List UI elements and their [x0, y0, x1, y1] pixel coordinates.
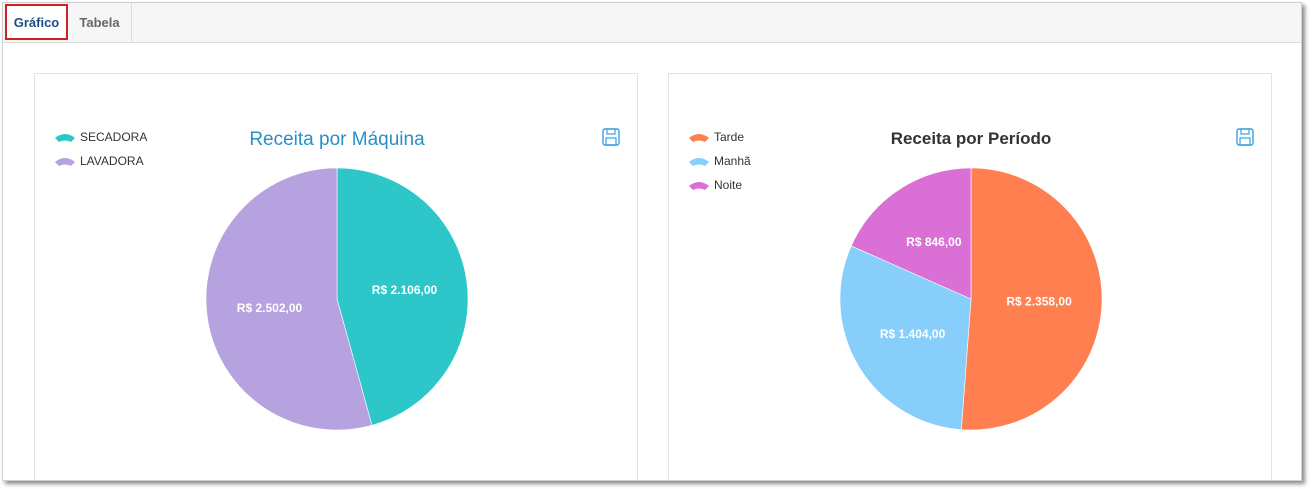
legend-item-lavadora[interactable]: LAVADORA	[55, 154, 144, 168]
save-image-icon[interactable]	[1236, 128, 1254, 146]
legend-item-noite[interactable]: Noite	[689, 178, 742, 192]
chart-title: Receita por Máquina	[249, 129, 425, 150]
tab-tabela[interactable]: Tabela	[68, 3, 132, 42]
legend-item-secadora[interactable]: SECADORA	[55, 130, 147, 144]
slice-label-tarde: R$ 2.358,00	[1006, 295, 1072, 309]
legend-swatch-icon	[55, 134, 75, 142]
legend-label: Tarde	[714, 130, 744, 144]
legend-swatch-icon	[689, 182, 709, 190]
slice-label-noite: R$ 846,00	[906, 235, 962, 249]
tab-grafico[interactable]: Gráfico	[5, 4, 68, 40]
legend-item-manha[interactable]: Manhã	[689, 154, 751, 168]
pie-chart-periodo: Receita por Período Tarde Manhã Noite R$ 2.3…	[689, 128, 1254, 431]
pie-chart-maquina: Receita por Máquina SECADORA LAVADORA R$ 2.…	[55, 128, 620, 431]
slice-label-manha: R$ 1.404,00	[880, 327, 946, 341]
slice-label-secadora: R$ 2.106,00	[372, 283, 438, 297]
pie-slice-tarde[interactable]	[961, 167, 1103, 431]
pie-slice-secadora[interactable]	[336, 167, 469, 426]
legend-label: SECADORA	[80, 130, 147, 144]
chart-title: Receita por Período	[891, 129, 1052, 148]
pie-slice-lavadora[interactable]	[205, 167, 373, 431]
tab-bar: Gráfico Tabela	[3, 3, 1301, 43]
chart-card-periodo: Receita por Período Tarde Manhã Noite R$ 2.3…	[668, 73, 1272, 480]
legend-swatch-icon	[689, 134, 709, 142]
chart-card-maquina: Receita por Máquina SECADORA LAVADORA R$ 2.…	[34, 73, 638, 480]
legend-label: Manhã	[714, 154, 751, 168]
legend-swatch-icon	[55, 158, 75, 166]
legend-label: Noite	[714, 178, 742, 192]
pie-slice-manha[interactable]	[839, 245, 972, 430]
save-image-icon[interactable]	[602, 128, 620, 146]
pie-slice-noite[interactable]	[850, 167, 972, 300]
legend-swatch-icon	[689, 158, 709, 166]
report-window: Gráfico Tabela Receita por Máquina SECADO…	[2, 2, 1302, 481]
slice-label-lavadora: R$ 2.502,00	[237, 301, 303, 315]
legend-item-tarde[interactable]: Tarde	[689, 130, 744, 144]
legend-label: LAVADORA	[80, 154, 144, 168]
